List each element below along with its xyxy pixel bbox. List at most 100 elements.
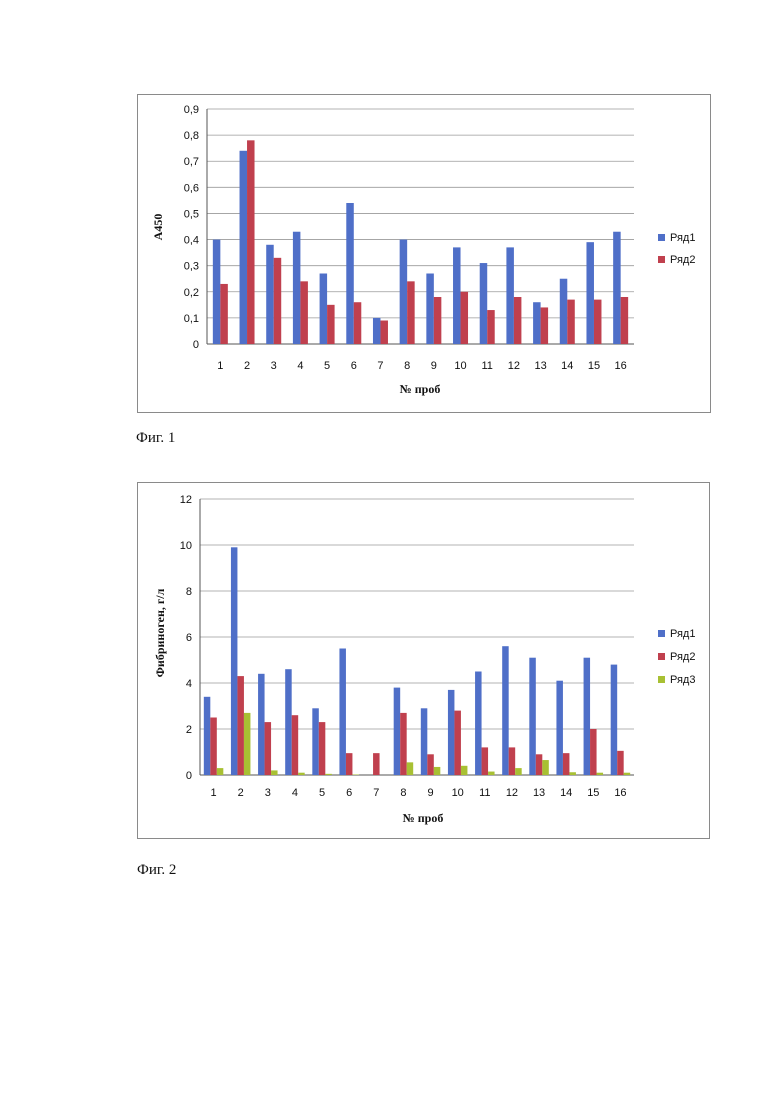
chart2-legend-swatch-3 [658,676,665,683]
chart2-x-tick-label: 3 [265,787,271,799]
chart2-x-tick-label: 15 [587,787,599,799]
chart1-x-tick-label: 7 [377,360,383,372]
figure-1-caption: Фиг. 1 [136,430,175,447]
chart1-x-tick-label: 3 [271,360,277,372]
chart1-bar-series2-cat13 [541,307,549,344]
chart1-x-tick-label: 16 [615,360,627,372]
chart2-legend-label-3: Ряд3 [670,674,695,686]
chart2-x-tick-label: 14 [560,787,572,799]
chart1-x-tick-label: 4 [297,360,303,372]
chart2-bar-series1-cat14 [556,681,563,775]
chart2-bar-series2-cat7 [373,753,380,775]
chart2-bar-series2-cat3 [265,722,272,775]
chart2-bar-series2-cat1 [210,718,217,776]
chart1-x-tick-label: 5 [324,360,330,372]
chart1-x-tick-label: 14 [561,360,573,372]
chart2-bar-series2-cat4 [292,715,299,775]
chart1-bar-series2-cat15 [594,300,602,344]
chart1-legend-label-2: Ряд2 [670,254,695,266]
chart1-bar-series2-cat14 [567,300,575,344]
chart2-bar-series1-cat8 [394,688,401,775]
chart2-y-axis-title: Фибриноген, г/л [153,588,167,677]
chart2-x-tick-label: 8 [400,787,406,799]
chart-1-frame: 00,10,20,30,40,50,60,70,80,9123456789101… [137,94,711,413]
chart1-bar-series1-cat5 [320,274,328,345]
chart2-bar-series2-cat11 [482,747,489,775]
chart1-legend-label-1: Ряд1 [670,232,695,244]
chart1-y-tick-label: 0,6 [184,182,199,194]
chart1-x-tick-label: 15 [588,360,600,372]
figure-2-caption: Фиг. 2 [137,862,176,879]
chart2-bar-series1-cat2 [231,547,238,775]
chart1-bar-series2-cat16 [621,297,629,344]
chart1-bar-series1-cat12 [506,247,514,344]
chart2-x-tick-label: 5 [319,787,325,799]
chart1-y-axis-title: A450 [151,214,165,241]
chart2-bar-series1-cat16 [611,665,618,775]
chart2-bar-series2-cat6 [346,753,353,775]
chart1-bar-series2-cat10 [461,292,469,344]
chart2-x-tick-label: 7 [373,787,379,799]
chart2-bar-series3-cat11 [488,772,495,775]
chart1-bar-series2-cat6 [354,302,362,344]
chart2-bar-series3-cat14 [569,772,576,775]
chart2-bar-series1-cat10 [448,690,455,775]
chart2-bar-series2-cat9 [427,754,434,775]
chart1-x-axis-title: № проб [400,382,441,396]
chart1-x-tick-label: 1 [217,360,223,372]
chart2-bar-series3-cat10 [461,766,468,775]
chart1-bar-series1-cat11 [480,263,488,344]
chart2-y-tick-label: 10 [180,540,192,552]
chart1-bar-series2-cat3 [274,258,282,344]
chart2-bar-series3-cat8 [407,762,414,775]
chart2-x-tick-label: 6 [346,787,352,799]
chart1-y-tick-label: 0,5 [184,208,199,220]
chart2-bar-series1-cat5 [312,708,319,775]
chart2-y-tick-label: 4 [186,678,192,690]
chart2-y-tick-label: 2 [186,724,192,736]
chart1-bar-series2-cat2 [247,140,255,344]
chart1-bar-series1-cat4 [293,232,301,344]
chart2-bar-series1-cat4 [285,669,292,775]
chart2-bar-series2-cat13 [536,754,543,775]
chart1-bar-series2-cat1 [220,284,228,344]
chart2-y-tick-label: 6 [186,632,192,644]
chart1-legend-swatch-1 [658,234,665,241]
chart2-bar-series2-cat16 [617,751,624,775]
chart2-bar-series3-cat15 [597,773,604,775]
chart1-bar-series1-cat10 [453,247,461,344]
chart2-x-axis-title: № проб [403,811,444,825]
chart2-y-tick-label: 12 [180,494,192,506]
chart2-bar-series3-cat16 [624,773,631,775]
chart2-x-tick-label: 13 [533,787,545,799]
chart2-bar-series1-cat1 [204,697,211,775]
chart1-y-tick-label: 0,7 [184,156,199,168]
chart1-bar-series2-cat7 [380,321,388,345]
chart2-bar-series2-cat10 [454,711,461,775]
chart2-bar-series3-cat13 [542,760,549,775]
chart1-y-tick-label: 0,3 [184,261,199,273]
chart2-bar-series3-cat3 [271,770,278,775]
chart1-x-tick-label: 2 [244,360,250,372]
chart2-bar-series1-cat11 [475,672,482,776]
chart2-bar-series3-cat12 [515,768,522,775]
chart1-bar-series2-cat4 [300,281,308,344]
chart1-bar-series1-cat14 [560,279,568,344]
chart2-bar-series3-cat5 [325,774,332,775]
chart2-x-tick-label: 11 [479,787,490,799]
chart2-bar-series2-cat12 [509,747,516,775]
chart1-y-tick-label: 0,2 [184,287,199,299]
chart1-bar-series2-cat11 [487,310,495,344]
chart2-x-tick-label: 16 [614,787,626,799]
chart1-bar-series1-cat7 [373,318,381,344]
chart2-x-tick-label: 9 [428,787,434,799]
chart1-y-tick-label: 0,1 [184,313,199,325]
chart1-y-tick-label: 0,4 [184,235,199,247]
chart1-bar-series2-cat8 [407,281,415,344]
chart2-legend-swatch-1 [658,630,665,637]
chart1-legend-swatch-2 [658,256,665,263]
chart-2-svg: 02468101212345678910111213141516Фибриног… [138,483,709,838]
chart2-bar-series1-cat13 [529,658,536,775]
chart2-bar-series1-cat3 [258,674,265,775]
chart1-y-tick-label: 0,9 [184,104,199,116]
